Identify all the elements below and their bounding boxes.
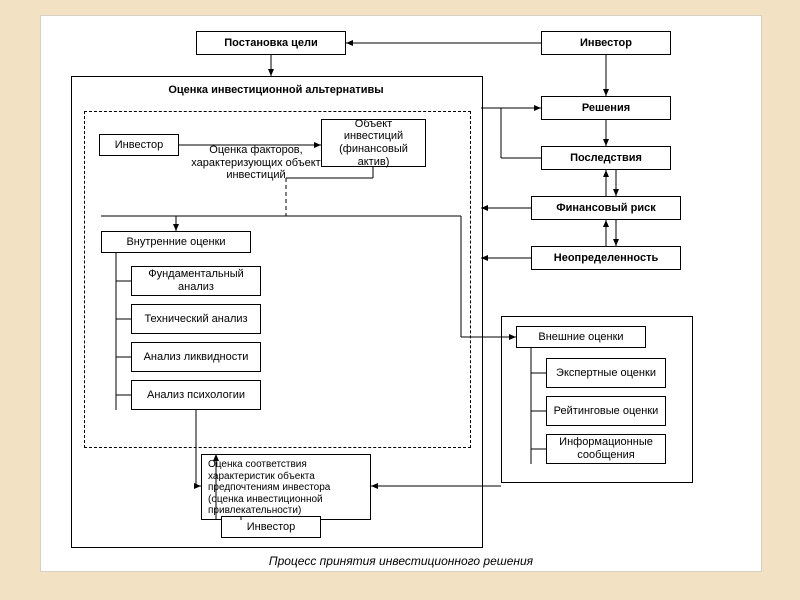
obj-invest-box: Объект инвестиций (финансовый актив) (321, 119, 426, 167)
fit-eval-box: Оценка соответствия характеристик объект… (201, 454, 371, 520)
investor-bottom-box: Инвестор (221, 516, 321, 538)
rating-box: Рейтинговые оценки (546, 396, 666, 426)
investor-top-box: Инвестор (541, 31, 671, 55)
external-box: Внешние оценки (516, 326, 646, 348)
expert-box: Экспертные оценки (546, 358, 666, 388)
liquidity-box: Анализ ликвидности (131, 342, 261, 372)
info-msg-box: Информационные сообщения (546, 434, 666, 464)
diagram-canvas: Постановка цели Инвестор Решения Последс… (40, 15, 762, 572)
psychology-box: Анализ психологии (131, 380, 261, 410)
internal-box: Внутренние оценки (101, 231, 251, 253)
decisions-box: Решения (541, 96, 671, 120)
caption: Процесс принятия инвестиционного решения (41, 554, 761, 568)
consequences-box: Последствия (541, 146, 671, 170)
investor-inner-box: Инвестор (99, 134, 179, 156)
goal-box: Постановка цели (196, 31, 346, 55)
factors-label: Оценка факторов, характеризующих объект … (191, 144, 321, 182)
uncertainty-box: Неопределенность (531, 246, 681, 270)
fundamental-box: Фундаментальный анализ (131, 266, 261, 296)
technical-box: Технический анализ (131, 304, 261, 334)
fin-risk-box: Финансовый риск (531, 196, 681, 220)
alt-title: Оценка инвестиционной альтернативы (136, 84, 416, 97)
